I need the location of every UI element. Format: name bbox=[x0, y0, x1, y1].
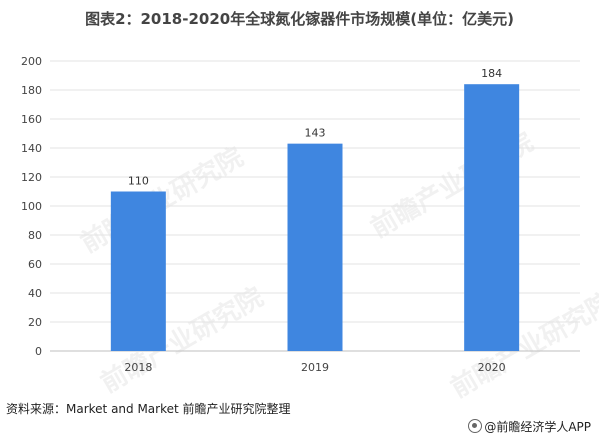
x-tick-label: 2018 bbox=[124, 361, 152, 374]
data-label: 110 bbox=[128, 175, 149, 188]
brand-label: @前瞻经济学人APP bbox=[484, 420, 591, 434]
y-tick-label: 200 bbox=[21, 55, 42, 68]
source-note: 资料来源：Market and Market 前瞻产业研究院整理 bbox=[6, 402, 291, 416]
brand-logo-icon bbox=[468, 419, 483, 433]
y-tick-label: 120 bbox=[21, 171, 42, 184]
data-label: 143 bbox=[305, 127, 326, 140]
x-tick-label: 2020 bbox=[478, 361, 506, 374]
y-tick-label: 40 bbox=[28, 287, 42, 300]
y-tick-label: 60 bbox=[28, 258, 42, 271]
y-tick-label: 20 bbox=[28, 316, 42, 329]
y-tick-label: 140 bbox=[21, 142, 42, 155]
chart-title: 图表2：2018-2020年全球氮化镓器件市场规模(单位：亿美元) bbox=[85, 10, 514, 28]
y-tick-label: 80 bbox=[28, 229, 42, 242]
bar bbox=[287, 143, 343, 351]
y-tick-label: 0 bbox=[35, 345, 42, 358]
data-label: 184 bbox=[481, 67, 502, 80]
bar bbox=[464, 84, 520, 351]
y-tick-label: 160 bbox=[21, 113, 42, 126]
x-tick-label: 2019 bbox=[301, 361, 329, 374]
y-tick-label: 180 bbox=[21, 84, 42, 97]
bar bbox=[110, 191, 166, 351]
brand-credit: @前瞻经济学人APP bbox=[468, 418, 591, 435]
bar-chart: 0 20 40 60 80 100 120 140 160 180 200 110 2018 143 201… bbox=[21, 55, 580, 374]
y-tick-label: 100 bbox=[21, 200, 42, 213]
